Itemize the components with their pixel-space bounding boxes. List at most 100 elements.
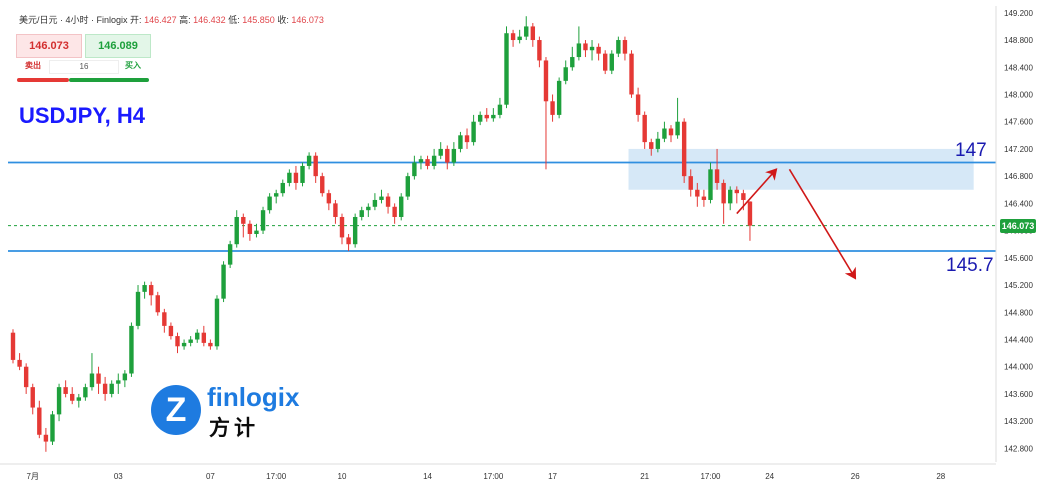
candle-body (530, 26, 536, 41)
candle (63, 380, 68, 398)
candle (425, 155, 430, 170)
buy-label[interactable]: 买入 (125, 61, 141, 70)
candle-body (227, 244, 233, 265)
candle-body (254, 230, 259, 234)
candle-body (622, 40, 628, 54)
candle (280, 179, 285, 197)
y-tick-label: 148.000 (1004, 90, 1033, 99)
candle (458, 131, 463, 153)
candle-body (570, 57, 575, 68)
candle-body (471, 121, 476, 143)
candle (247, 220, 253, 241)
candle-body (491, 114, 496, 119)
candle (122, 370, 128, 388)
candle (70, 387, 75, 405)
candle-body (274, 193, 279, 197)
candle-body (635, 94, 641, 115)
candle (504, 26, 509, 109)
candle (306, 152, 312, 170)
x-tick-label: 28 (936, 472, 945, 481)
candle-body (17, 359, 22, 367)
candle-body (155, 295, 160, 313)
candle (359, 206, 364, 221)
candle (274, 189, 279, 204)
candle (181, 339, 187, 350)
candle (339, 213, 345, 245)
candle (477, 111, 483, 126)
candle (550, 94, 555, 122)
candle-body (399, 196, 404, 217)
candle (576, 26, 582, 61)
candle (37, 400, 42, 439)
candle-body (260, 210, 266, 231)
candle-body (418, 159, 424, 163)
candle-body (714, 169, 720, 183)
candle (405, 172, 410, 200)
spread-value: 16 (49, 60, 119, 74)
candle (609, 50, 614, 75)
candle-body (43, 434, 49, 442)
candle (129, 322, 134, 377)
candle-body (464, 135, 470, 143)
candle (208, 339, 213, 350)
candle (431, 148, 437, 170)
candle (287, 169, 292, 187)
candle-body (445, 148, 450, 163)
candle (326, 189, 332, 211)
candle-body (504, 33, 509, 105)
candle-body (148, 285, 154, 296)
candle-body (695, 189, 700, 197)
candle (102, 376, 108, 401)
candle (681, 118, 687, 183)
buy-price-button[interactable]: 146.089 (85, 34, 151, 58)
candle-body (320, 176, 325, 194)
candle-body (352, 216, 358, 245)
candle-body (477, 114, 483, 122)
candle (510, 29, 516, 47)
candle (30, 383, 35, 415)
forecast-arrows (736, 168, 857, 280)
candle (583, 40, 588, 58)
candle-body (129, 325, 134, 374)
x-tick-label: 03 (114, 472, 123, 481)
candle-body (234, 216, 239, 245)
candle-body (734, 189, 739, 194)
candle-body (662, 128, 667, 139)
candle-body (629, 53, 634, 95)
x-tick-label: 24 (765, 472, 774, 481)
high-value: 146.432 (193, 15, 226, 25)
candle (570, 46, 575, 71)
candle (254, 223, 259, 238)
candle (293, 165, 299, 190)
x-tick-label: 17 (548, 472, 557, 481)
buy-bar (69, 78, 149, 82)
candle (655, 131, 661, 153)
candle-body (188, 339, 193, 343)
candle (221, 261, 226, 303)
current-price-tag: 146.073 (1000, 218, 1036, 233)
y-tick-label: 147.200 (1004, 145, 1033, 154)
candle-body (609, 53, 614, 71)
candle-body (96, 373, 101, 384)
candle (629, 50, 634, 98)
logo-text: finlogix (207, 382, 300, 412)
candle-body (83, 387, 88, 398)
logo-circle-icon (151, 385, 201, 435)
candle-body (517, 36, 522, 41)
candle (412, 155, 417, 180)
candle (596, 43, 601, 61)
sell-label[interactable]: 卖出 (25, 61, 41, 70)
chart-title: 美元/日元 · 4小时 · Finlogix (19, 15, 128, 25)
candle (23, 363, 29, 394)
candle-body (563, 67, 568, 81)
sell-price-button[interactable]: 146.073 (16, 34, 82, 58)
candle (10, 329, 16, 364)
candle (642, 111, 647, 149)
candle-body (649, 142, 654, 149)
candle-body (326, 193, 332, 204)
candle (563, 60, 568, 85)
candle (313, 152, 318, 183)
candle (234, 210, 239, 248)
candle-body (300, 165, 305, 183)
y-tick-label: 148.400 (1004, 63, 1033, 72)
